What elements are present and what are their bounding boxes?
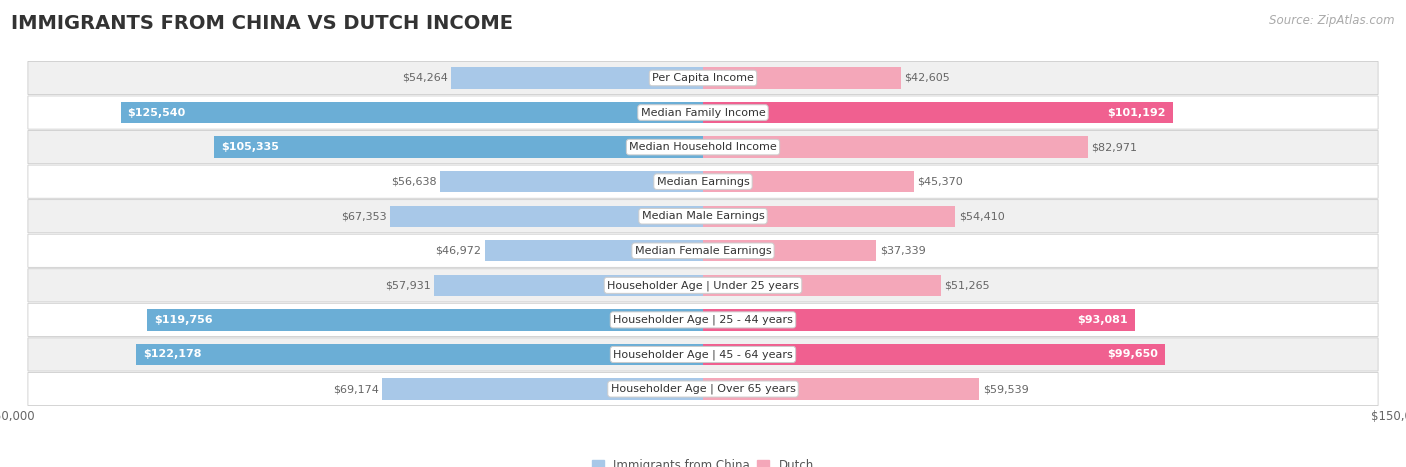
Bar — [391, 205, 703, 227]
Text: Median Female Earnings: Median Female Earnings — [634, 246, 772, 256]
Text: $69,174: $69,174 — [333, 384, 378, 394]
Text: $46,972: $46,972 — [436, 246, 482, 256]
Text: $67,353: $67,353 — [342, 211, 387, 221]
Text: Source: ZipAtlas.com: Source: ZipAtlas.com — [1270, 14, 1395, 27]
Bar — [703, 171, 914, 192]
Text: Per Capita Income: Per Capita Income — [652, 73, 754, 83]
Text: $82,971: $82,971 — [1091, 142, 1137, 152]
Text: $37,339: $37,339 — [880, 246, 925, 256]
Text: $125,540: $125,540 — [128, 107, 186, 118]
FancyBboxPatch shape — [28, 61, 1378, 95]
FancyBboxPatch shape — [28, 130, 1378, 164]
Text: IMMIGRANTS FROM CHINA VS DUTCH INCOME: IMMIGRANTS FROM CHINA VS DUTCH INCOME — [11, 14, 513, 33]
FancyBboxPatch shape — [28, 303, 1378, 337]
Text: $119,756: $119,756 — [155, 315, 212, 325]
FancyBboxPatch shape — [28, 234, 1378, 268]
Bar — [136, 344, 703, 365]
FancyBboxPatch shape — [28, 199, 1378, 233]
Text: $105,335: $105,335 — [221, 142, 280, 152]
Text: $99,650: $99,650 — [1108, 349, 1159, 360]
Bar — [703, 67, 901, 89]
Text: $59,539: $59,539 — [983, 384, 1028, 394]
Bar — [148, 309, 703, 331]
Text: $57,931: $57,931 — [385, 280, 430, 290]
Bar — [703, 378, 979, 400]
Bar — [703, 240, 876, 262]
Text: $101,192: $101,192 — [1107, 107, 1166, 118]
Bar — [703, 102, 1173, 123]
Bar — [382, 378, 703, 400]
Bar — [703, 136, 1088, 158]
Bar — [703, 205, 956, 227]
Text: $42,605: $42,605 — [904, 73, 950, 83]
Text: Median Family Income: Median Family Income — [641, 107, 765, 118]
Text: Householder Age | 25 - 44 years: Householder Age | 25 - 44 years — [613, 315, 793, 325]
Text: $56,638: $56,638 — [391, 177, 437, 187]
Bar — [703, 275, 941, 296]
Bar — [440, 171, 703, 192]
Text: Householder Age | 45 - 64 years: Householder Age | 45 - 64 years — [613, 349, 793, 360]
Legend: Immigrants from China, Dutch: Immigrants from China, Dutch — [588, 454, 818, 467]
FancyBboxPatch shape — [28, 372, 1378, 406]
Text: $122,178: $122,178 — [143, 349, 201, 360]
FancyBboxPatch shape — [28, 269, 1378, 302]
FancyBboxPatch shape — [28, 338, 1378, 371]
Text: Householder Age | Over 65 years: Householder Age | Over 65 years — [610, 384, 796, 394]
Text: Median Earnings: Median Earnings — [657, 177, 749, 187]
Text: $54,264: $54,264 — [402, 73, 447, 83]
Bar — [121, 102, 703, 123]
FancyBboxPatch shape — [28, 165, 1378, 198]
Text: $45,370: $45,370 — [917, 177, 963, 187]
Text: $51,265: $51,265 — [945, 280, 990, 290]
Bar — [485, 240, 703, 262]
Text: Median Household Income: Median Household Income — [628, 142, 778, 152]
Text: $54,410: $54,410 — [959, 211, 1005, 221]
FancyBboxPatch shape — [28, 96, 1378, 129]
Bar — [451, 67, 703, 89]
Bar — [214, 136, 703, 158]
Bar — [703, 344, 1166, 365]
Text: Median Male Earnings: Median Male Earnings — [641, 211, 765, 221]
Text: $93,081: $93,081 — [1077, 315, 1128, 325]
Bar — [434, 275, 703, 296]
Bar — [703, 309, 1135, 331]
Text: Householder Age | Under 25 years: Householder Age | Under 25 years — [607, 280, 799, 290]
